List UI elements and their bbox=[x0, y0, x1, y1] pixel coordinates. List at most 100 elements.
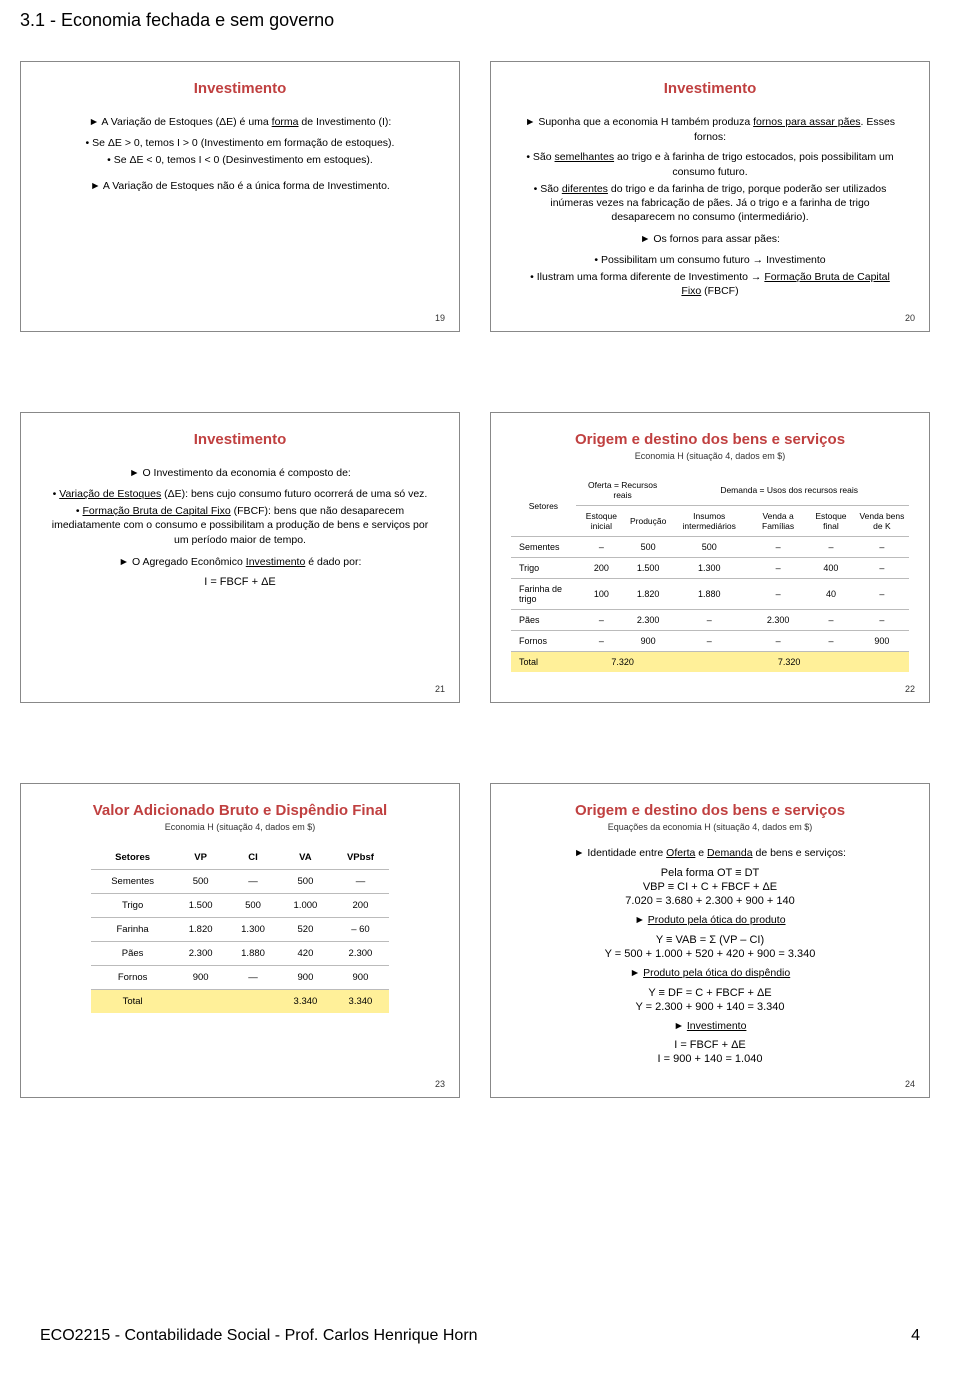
bullet: ► Produto pela ótica do produto bbox=[511, 913, 909, 928]
slide-number: 23 bbox=[435, 1079, 445, 1089]
text: (ΔE): bens cujo consumo futuro ocorrerá … bbox=[161, 488, 427, 500]
table-row: Fornos900—900900 bbox=[91, 966, 390, 990]
bullet: ► O Agregado Econômico Investimento é da… bbox=[41, 555, 439, 570]
slide-title: Investimento bbox=[41, 431, 439, 448]
cell: – bbox=[807, 537, 855, 558]
text: Produto pela ótica do dispêndio bbox=[643, 967, 790, 979]
cell: Sementes bbox=[91, 870, 175, 894]
cell: Farinha de trigo bbox=[511, 579, 576, 610]
bullet: ► Identidade entre Oferta e Demanda de b… bbox=[511, 846, 909, 861]
bullet: • Formação Bruta de Capital Fixo (FBCF):… bbox=[51, 504, 429, 547]
slide-24: Origem e destino dos bens e serviços Equ… bbox=[490, 783, 930, 1098]
table-row: Sementes–500500––– bbox=[511, 537, 909, 558]
text: ► bbox=[630, 967, 643, 979]
text: ao trigo e à farinha de trigo estocados,… bbox=[614, 151, 894, 177]
equation: I = FBCF + ΔE bbox=[41, 576, 439, 588]
text: Variação de Estoques bbox=[59, 488, 161, 500]
cell: 1.880 bbox=[227, 942, 279, 966]
table-row: Fornos–900–––900 bbox=[511, 631, 909, 652]
equation: Pela forma OT ≡ DT bbox=[511, 867, 909, 879]
slide-20: Investimento ► Suponha que a economia H … bbox=[490, 61, 930, 332]
slide-number: 20 bbox=[905, 313, 915, 323]
cell: 500 bbox=[669, 537, 749, 558]
table-row: Trigo2001.5001.300–400– bbox=[511, 558, 909, 579]
text: Investimento bbox=[687, 1020, 747, 1032]
cell: — bbox=[227, 966, 279, 990]
cell: — bbox=[227, 870, 279, 894]
cell: – bbox=[807, 631, 855, 652]
cell: 900 bbox=[332, 966, 390, 990]
table-row-total: Total3.3403.340 bbox=[91, 990, 390, 1014]
text: • São bbox=[534, 183, 562, 195]
text: de bens e serviços: bbox=[753, 847, 846, 859]
text: semelhantes bbox=[555, 151, 615, 163]
row-3: Valor Adicionado Bruto e Dispêndio Final… bbox=[20, 783, 940, 1098]
slide-title: Origem e destino dos bens e serviços bbox=[511, 802, 909, 819]
text: Formação Bruta de Capital Fixo bbox=[83, 505, 231, 517]
cell: 500 bbox=[279, 870, 331, 894]
cell: – bbox=[749, 579, 807, 610]
text: (FBCF) bbox=[701, 285, 738, 297]
equation: Y ≡ DF = C + FBCF + ΔE bbox=[511, 987, 909, 999]
th: Setores bbox=[91, 846, 175, 870]
th: VP bbox=[174, 846, 226, 870]
cell: 7.320 bbox=[576, 652, 670, 673]
text: é dado por: bbox=[305, 556, 361, 568]
equation: I = 900 + 140 = 1.040 bbox=[511, 1053, 909, 1065]
text: Investimento bbox=[246, 556, 306, 568]
cell: Pães bbox=[91, 942, 175, 966]
cell: 1.500 bbox=[174, 894, 226, 918]
cell: 520 bbox=[279, 918, 331, 942]
text: • Ilustram uma forma diferente de Invest… bbox=[530, 271, 764, 283]
cell: 3.340 bbox=[279, 990, 331, 1014]
slide-number: 24 bbox=[905, 1079, 915, 1089]
cell: 1.500 bbox=[627, 558, 669, 579]
row-1: Investimento ► A Variação de Estoques (Δ… bbox=[20, 61, 940, 332]
slide-title: Investimento bbox=[511, 80, 909, 97]
cell: – bbox=[749, 558, 807, 579]
cell: 40 bbox=[807, 579, 855, 610]
table-row: Pães–2.300–2.300–– bbox=[511, 610, 909, 631]
slide-subtitle: Economia H (situação 4, dados em $) bbox=[511, 451, 909, 461]
cell: Total bbox=[91, 990, 175, 1014]
slide-number: 21 bbox=[435, 684, 445, 694]
cell: Trigo bbox=[91, 894, 175, 918]
bullet: • São semelhantes ao trigo e à farinha d… bbox=[521, 150, 899, 178]
cell: 1.820 bbox=[627, 579, 669, 610]
text: ► O Agregado Econômico bbox=[119, 556, 246, 568]
text: fornos para assar pães bbox=[753, 116, 860, 128]
bullet: ► A Variação de Estoques (ΔE) é uma form… bbox=[41, 115, 439, 130]
bullet: • Variação de Estoques (ΔE): bens cujo c… bbox=[51, 487, 429, 501]
slide-title: Investimento bbox=[41, 80, 439, 97]
cell: 900 bbox=[855, 631, 909, 652]
th: Venda bens de K bbox=[855, 506, 909, 537]
equation: I = FBCF + ΔE bbox=[511, 1039, 909, 1051]
bullet: • Se ΔE < 0, temos I < 0 (Desinvestiment… bbox=[51, 153, 429, 167]
cell: — bbox=[332, 870, 390, 894]
cell: – bbox=[855, 610, 909, 631]
cell bbox=[174, 990, 226, 1014]
cell: – bbox=[855, 537, 909, 558]
text: ► Identidade entre bbox=[574, 847, 666, 859]
bullet: ► Os fornos para assar pães: bbox=[511, 232, 909, 247]
cell: – bbox=[576, 631, 627, 652]
cell: Trigo bbox=[511, 558, 576, 579]
equation: Y = 2.300 + 900 + 140 = 3.340 bbox=[511, 1001, 909, 1013]
th: VA bbox=[279, 846, 331, 870]
text: Oferta bbox=[666, 847, 695, 859]
cell: Fornos bbox=[91, 966, 175, 990]
page-header: 3.1 - Economia fechada e sem governo bbox=[20, 10, 940, 31]
table-vab: Setores VP CI VA VPbsf Sementes500—500—T… bbox=[91, 846, 390, 1013]
cell: – bbox=[576, 537, 627, 558]
page-footer: ECO2215 - Contabilidade Social - Prof. C… bbox=[40, 1327, 920, 1345]
table-row-total: Total7.3207.320 bbox=[511, 652, 909, 673]
bullet: • São diferentes do trigo e da farinha d… bbox=[521, 182, 899, 225]
th-demanda: Demanda = Usos dos recursos reais bbox=[669, 475, 909, 506]
bullet: ► Produto pela ótica do dispêndio bbox=[511, 966, 909, 981]
cell: 900 bbox=[279, 966, 331, 990]
slide-title: Valor Adicionado Bruto e Dispêndio Final bbox=[41, 802, 439, 819]
bullet: • Se ΔE > 0, temos I > 0 (Investimento e… bbox=[51, 136, 429, 150]
text: Demanda bbox=[707, 847, 753, 859]
table-row: Sementes500—500— bbox=[91, 870, 390, 894]
text: ► bbox=[634, 914, 647, 926]
